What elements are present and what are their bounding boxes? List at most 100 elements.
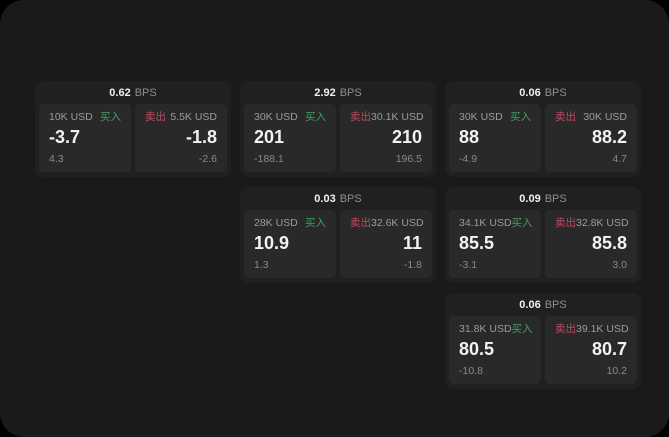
buy-size-label: 10K USD <box>49 111 93 123</box>
sell-size-label: 5.5K USD <box>170 111 217 123</box>
buy-panel-top: 30K USD 买入 <box>459 111 531 124</box>
buy-delta: -10.8 <box>459 365 483 377</box>
bps-unit-label: BPS <box>544 192 567 205</box>
quote-card: 0.03 BPS 28K USD 买入 10.9 1.3 卖出 32.6K US… <box>240 187 436 283</box>
sell-panel-top: 卖出 30.1K USD <box>350 111 424 124</box>
buy-panel[interactable]: 34.1K USD 买入 85.5 -3.1 <box>449 210 541 278</box>
buy-size-label: 28K USD <box>254 217 298 229</box>
buy-size-label: 31.8K USD <box>459 323 512 335</box>
sell-panel-top: 卖出 5.5K USD <box>145 111 217 124</box>
buy-tag: 买入 <box>100 111 121 123</box>
card-body: 10K USD 买入 -3.7 4.3 卖出 5.5K USD -1.8 -2.… <box>35 104 231 177</box>
sell-size-label: 32.8K USD <box>576 217 629 229</box>
buy-delta: 1.3 <box>254 259 269 271</box>
sell-panel-top: 卖出 39.1K USD <box>555 323 629 336</box>
buy-panel-top: 10K USD 买入 <box>49 111 121 124</box>
sell-tag: 卖出 <box>145 111 166 123</box>
buy-panel-top: 28K USD 买入 <box>254 217 326 230</box>
sell-panel-top: 卖出 32.8K USD <box>555 217 629 230</box>
card-header: 2.92 BPS <box>240 81 436 104</box>
buy-panel[interactable]: 28K USD 买入 10.9 1.3 <box>244 210 336 278</box>
quote-card: 0.06 BPS 31.8K USD 买入 80.5 -10.8 卖出 39.1… <box>445 293 641 389</box>
bps-unit-label: BPS <box>544 86 567 99</box>
sell-size-label: 32.6K USD <box>371 217 424 229</box>
cards-grid: 0.62 BPS 10K USD 买入 -3.7 4.3 卖出 5.5K USD… <box>35 81 641 389</box>
card-header: 0.09 BPS <box>445 187 641 210</box>
buy-size-label: 30K USD <box>254 111 298 123</box>
bps-unit-label: BPS <box>134 86 157 99</box>
sell-panel[interactable]: 卖出 32.6K USD 11 -1.8 <box>340 210 432 278</box>
sell-panel[interactable]: 卖出 39.1K USD 80.7 10.2 <box>545 316 637 384</box>
quote-card: 2.92 BPS 30K USD 买入 201 -188.1 卖出 30.1K … <box>240 81 436 177</box>
sell-price: 11 <box>402 233 422 253</box>
sell-panel[interactable]: 卖出 5.5K USD -1.8 -2.6 <box>135 104 227 172</box>
sell-delta: 3.0 <box>612 259 627 271</box>
buy-price: 88 <box>459 127 480 147</box>
buy-size-label: 34.1K USD <box>459 217 512 229</box>
bps-unit-label: BPS <box>339 86 362 99</box>
bps-value: 0.62 <box>109 86 131 99</box>
bps-unit-label: BPS <box>339 192 362 205</box>
sell-panel[interactable]: 卖出 30.1K USD 210 196.5 <box>340 104 432 172</box>
buy-price: 201 <box>254 127 285 147</box>
quote-card: 0.62 BPS 10K USD 买入 -3.7 4.3 卖出 5.5K USD… <box>35 81 231 177</box>
buy-price: 10.9 <box>254 233 290 253</box>
sell-delta: 10.2 <box>606 365 627 377</box>
bps-value: 0.06 <box>519 298 541 311</box>
sell-tag: 卖出 <box>555 217 576 229</box>
buy-tag: 买入 <box>305 111 326 123</box>
buy-tag: 买入 <box>511 217 533 229</box>
buy-tag: 买入 <box>510 111 531 123</box>
sell-delta: 196.5 <box>395 153 422 165</box>
bps-value: 0.06 <box>519 86 541 99</box>
quote-card: 0.09 BPS 34.1K USD 买入 85.5 -3.1 卖出 32.8K… <box>445 187 641 283</box>
bps-value: 0.09 <box>519 192 541 205</box>
buy-panel[interactable]: 31.8K USD 买入 80.5 -10.8 <box>449 316 541 384</box>
sell-tag: 卖出 <box>350 217 371 229</box>
buy-delta: -188.1 <box>254 153 284 165</box>
quote-card: 0.06 BPS 30K USD 买入 88 -4.9 卖出 30K USD 8… <box>445 81 641 177</box>
buy-tag: 买入 <box>305 217 326 229</box>
sell-size-label: 30.1K USD <box>371 111 424 123</box>
sell-panel-top: 卖出 32.6K USD <box>350 217 424 230</box>
buy-panel-top: 30K USD 买入 <box>254 111 326 124</box>
sell-panel[interactable]: 卖出 32.8K USD 85.8 3.0 <box>545 210 637 278</box>
buy-delta: 4.3 <box>49 153 64 165</box>
buy-panel[interactable]: 30K USD 买入 201 -188.1 <box>244 104 336 172</box>
card-body: 34.1K USD 买入 85.5 -3.1 卖出 32.8K USD 85.8… <box>445 210 641 283</box>
bps-value: 2.92 <box>314 86 336 99</box>
sell-size-label: 39.1K USD <box>576 323 629 335</box>
card-body: 30K USD 买入 201 -188.1 卖出 30.1K USD 210 1… <box>240 104 436 177</box>
buy-price: 80.5 <box>459 339 495 359</box>
buy-panel[interactable]: 30K USD 买入 88 -4.9 <box>449 104 541 172</box>
sell-delta: 4.7 <box>612 153 627 165</box>
buy-panel-top: 34.1K USD 买入 <box>459 217 533 230</box>
sell-tag: 卖出 <box>350 111 371 123</box>
bps-value: 0.03 <box>314 192 336 205</box>
card-body: 31.8K USD 买入 80.5 -10.8 卖出 39.1K USD 80.… <box>445 316 641 389</box>
card-header: 0.03 BPS <box>240 187 436 210</box>
sell-panel[interactable]: 卖出 30K USD 88.2 4.7 <box>545 104 637 172</box>
card-body: 30K USD 买入 88 -4.9 卖出 30K USD 88.2 4.7 <box>445 104 641 177</box>
buy-price: 85.5 <box>459 233 495 253</box>
sell-tag: 卖出 <box>555 323 576 335</box>
buy-panel-top: 31.8K USD 买入 <box>459 323 533 336</box>
buy-tag: 买入 <box>511 323 533 335</box>
sell-delta: -2.6 <box>198 153 217 165</box>
buy-panel[interactable]: 10K USD 买入 -3.7 4.3 <box>39 104 131 172</box>
sell-size-label: 30K USD <box>583 111 627 123</box>
sell-panel-top: 卖出 30K USD <box>555 111 627 124</box>
card-header: 0.62 BPS <box>35 81 231 104</box>
sell-price: -1.8 <box>185 127 217 147</box>
sell-price: 80.7 <box>591 339 627 359</box>
card-header: 0.06 BPS <box>445 81 641 104</box>
buy-size-label: 30K USD <box>459 111 503 123</box>
buy-price: -3.7 <box>49 127 81 147</box>
bps-unit-label: BPS <box>544 298 567 311</box>
sell-price: 85.8 <box>591 233 627 253</box>
buy-delta: -3.1 <box>459 259 478 271</box>
sell-price: 210 <box>391 127 422 147</box>
sell-delta: -1.8 <box>403 259 422 271</box>
buy-delta: -4.9 <box>459 153 478 165</box>
